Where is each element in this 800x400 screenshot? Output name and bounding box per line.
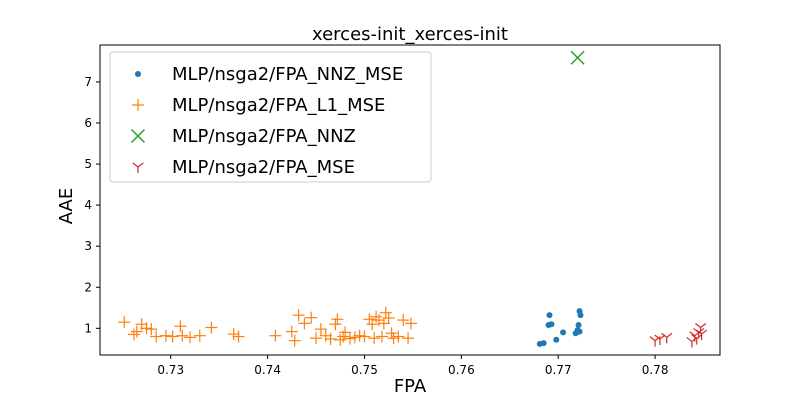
legend-marker: [135, 71, 141, 77]
data-point: [540, 340, 547, 347]
data-point: [176, 329, 189, 342]
data-point: [358, 330, 371, 343]
x-axis-label: FPA: [394, 376, 427, 397]
y-tick-label: 6: [84, 116, 92, 130]
chart-title: xerces-init_xerces-init: [312, 24, 508, 45]
x-tick-label: 0.73: [157, 363, 184, 377]
data-point: [392, 330, 405, 343]
data-point: [288, 334, 301, 347]
plot-area: [118, 50, 708, 348]
x-tick-label: 0.75: [351, 363, 378, 377]
data-point: [577, 312, 584, 319]
legend-label: MLP/nsga2/FPA_MSE: [172, 157, 355, 178]
data-point: [348, 331, 361, 344]
data-point: [368, 332, 381, 345]
data-point: [285, 325, 298, 338]
legend: MLP/nsga2/FPA_NNZ_MSE MLP/nsga2/FPA_L1_MS…: [109, 51, 432, 183]
data-point: [232, 330, 245, 343]
data-point: [269, 329, 282, 342]
data-point: [331, 313, 344, 326]
data-point: [553, 336, 560, 343]
data-point: [314, 323, 327, 336]
data-point: [402, 332, 415, 345]
data-point: [130, 325, 143, 338]
data-point: [570, 50, 585, 65]
plot-frame: [99, 44, 721, 356]
data-point: [375, 330, 388, 343]
data-point: [576, 328, 583, 335]
legend-marker: [130, 128, 146, 144]
data-point: [397, 314, 410, 327]
data-point: [150, 330, 163, 343]
data-point: [575, 322, 582, 329]
y-tick-label: 5: [84, 157, 92, 171]
data-point: [377, 317, 390, 330]
data-point: [404, 317, 417, 330]
data-point: [649, 336, 661, 347]
data-point: [387, 332, 400, 345]
data-point: [353, 329, 366, 342]
y-tick-label: 7: [84, 75, 92, 89]
legend-label: MLP/nsga2/FPA_L1_MSE: [172, 95, 385, 116]
data-point: [118, 316, 131, 329]
legend-box: [109, 51, 432, 183]
data-point: [339, 326, 352, 339]
data-point: [193, 329, 206, 342]
data-point: [166, 330, 179, 343]
data-point: [310, 332, 323, 345]
data-point: [205, 321, 218, 334]
y-tick-label: 4: [84, 198, 92, 212]
data-point: [343, 332, 356, 345]
data-point: [545, 322, 552, 329]
data-point: [382, 312, 395, 325]
data-point: [546, 312, 553, 319]
y-tick-label: 1: [84, 321, 92, 335]
data-point: [319, 329, 332, 342]
x-tick-label: 0.74: [254, 363, 281, 377]
data-point: [127, 328, 140, 341]
data-point: [366, 318, 379, 331]
legend-marker: [132, 99, 144, 111]
data-point: [324, 332, 337, 345]
series-circle: [536, 308, 584, 347]
data-point: [298, 317, 311, 330]
data-point: [140, 322, 153, 335]
y-tick-label: 3: [84, 239, 92, 253]
data-point: [159, 329, 172, 342]
data-point: [329, 318, 342, 331]
data-point: [373, 314, 385, 327]
data-point: [379, 306, 392, 319]
data-point: [292, 309, 305, 322]
y-axis-label: AAE: [56, 188, 77, 225]
series-x: [570, 50, 585, 65]
data-point: [305, 311, 318, 324]
x-tick-label: 0.77: [545, 363, 572, 377]
data-point: [370, 310, 383, 323]
axes: 0.73 0.74 0.75 0.76 0.77 0.78 1 2 3 4 5 6 7: [84, 44, 721, 377]
data-point: [661, 332, 673, 344]
data-point: [227, 328, 240, 341]
data-point: [696, 329, 708, 341]
x-tick-label: 0.76: [448, 363, 475, 377]
data-point: [695, 323, 707, 334]
legend-marker: [132, 162, 144, 173]
data-point: [363, 313, 376, 326]
legend-label: MLP/nsga2/FPA_NNZ_MSE: [172, 64, 403, 85]
data-point: [334, 333, 347, 346]
data-point: [174, 320, 187, 333]
data-point: [560, 329, 567, 336]
data-point: [385, 327, 398, 340]
x-tick-label: 0.78: [642, 363, 669, 377]
y-tick-label: 2: [84, 280, 92, 294]
data-point: [184, 331, 197, 344]
series-tri_up: [649, 323, 708, 348]
data-point: [145, 323, 158, 336]
series-plus: [118, 306, 417, 347]
legend-label: MLP/nsga2/FPA_NNZ: [172, 126, 356, 147]
